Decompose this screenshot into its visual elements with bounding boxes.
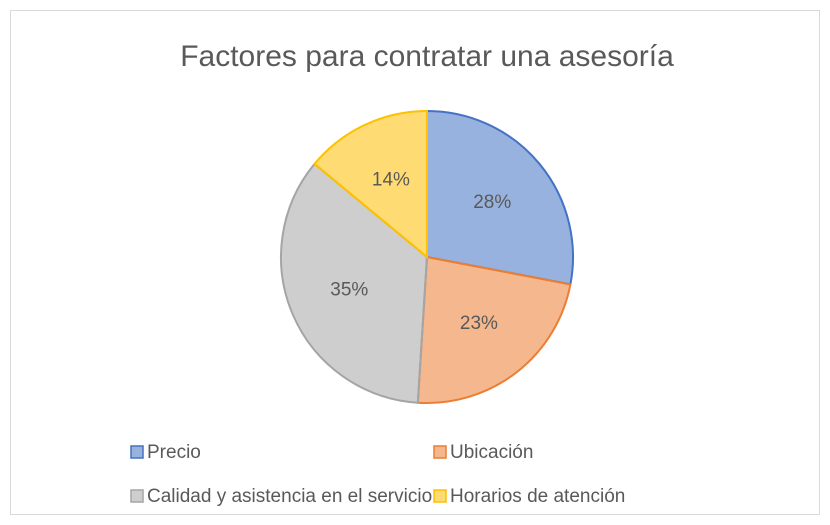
pie-slice [426, 109, 574, 286]
data-label: 14% [372, 169, 410, 190]
pie-slice [313, 109, 428, 260]
pie-slice [416, 255, 572, 404]
legend-label: Horarios de atención [450, 486, 625, 507]
legend-marker [433, 489, 447, 503]
data-label: 23% [460, 313, 498, 334]
pie-slice [280, 162, 429, 404]
legend-label: Calidad y asistencia en el servicio [147, 486, 432, 507]
legend-marker [433, 445, 447, 459]
legend-label: Precio [147, 442, 201, 463]
legend-marker [130, 445, 144, 459]
data-label: 28% [473, 192, 511, 213]
legend-marker [130, 489, 144, 503]
chart-title: Factores para contratar una asesoría [180, 40, 674, 73]
legend-label: Ubicación [450, 442, 533, 463]
data-label: 35% [330, 280, 368, 301]
